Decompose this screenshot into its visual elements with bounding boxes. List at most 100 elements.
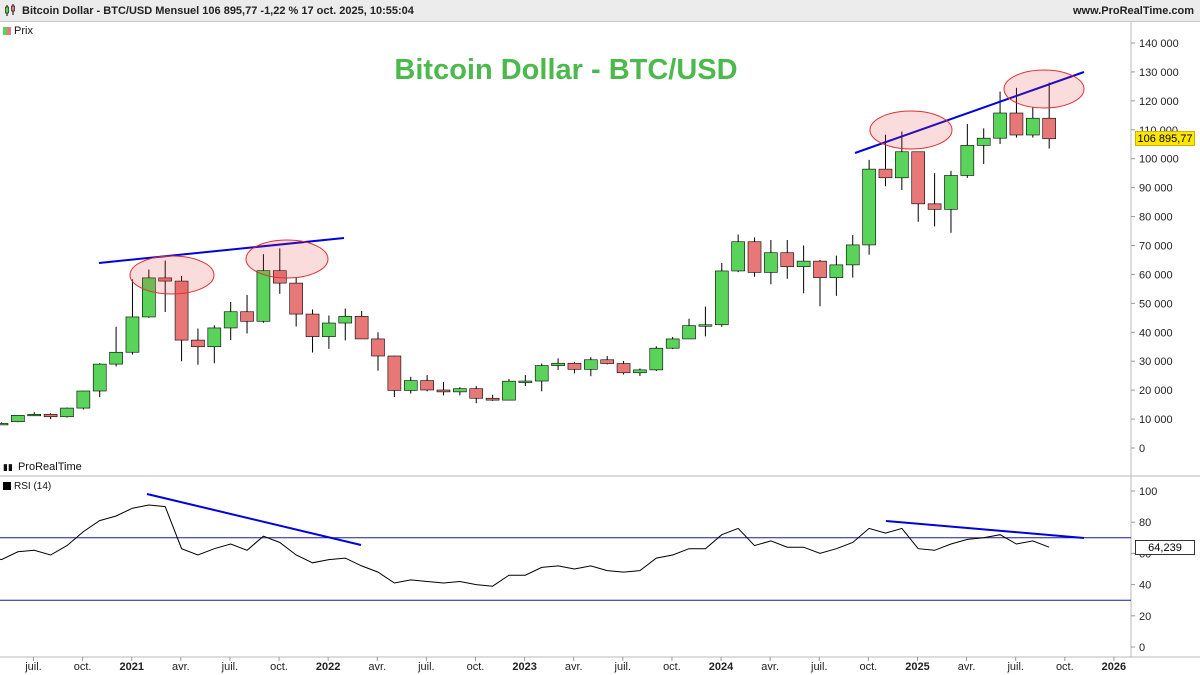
candle <box>927 173 942 227</box>
rsi-brand-label: ProRealTime <box>17 461 82 473</box>
rsi-legend-swatch-icon <box>3 482 11 490</box>
candle-up <box>142 277 156 318</box>
highlight-ellipse-2 <box>245 239 329 279</box>
candle-down <box>1009 112 1024 136</box>
candle-up <box>453 388 467 393</box>
candle-up <box>125 316 140 353</box>
price-y-tick-label: 100 000 <box>1139 154 1179 166</box>
candle-down <box>420 380 434 391</box>
candle-up <box>534 365 549 382</box>
candle <box>305 309 320 353</box>
candle-up <box>796 260 811 267</box>
candle <box>371 332 385 371</box>
candle <box>43 413 58 420</box>
price-legend-swatch-icon <box>3 27 11 35</box>
candle <box>633 368 647 376</box>
website-link[interactable]: www.ProRealTime.com <box>1072 5 1194 17</box>
candle <box>862 159 876 255</box>
candle-down <box>600 359 614 364</box>
x-tick-label: juil. <box>417 661 435 673</box>
price-legend[interactable]: Prix <box>3 25 33 37</box>
candle-up <box>731 241 745 272</box>
price-y-tick-label: 130 000 <box>1139 67 1179 79</box>
candle <box>813 259 827 307</box>
candle-up <box>109 351 123 365</box>
price-y-tick-label: 30 000 <box>1139 356 1173 368</box>
candle <box>27 412 42 417</box>
rsi-y-tick-label: 0 <box>1139 642 1145 654</box>
candle-down <box>174 280 189 341</box>
candle-up <box>682 325 696 340</box>
candle <box>944 170 958 233</box>
rsi-y-tick-label: 80 <box>1139 517 1151 529</box>
candle <box>158 260 172 313</box>
candle-down <box>305 313 320 337</box>
candle <box>354 310 369 340</box>
candle-up <box>223 311 238 329</box>
candle <box>256 254 271 323</box>
candle <box>976 128 991 164</box>
candle <box>403 376 418 394</box>
x-tick-label: 2026 <box>1102 661 1126 673</box>
candle-up <box>698 324 713 327</box>
candle-up <box>11 415 25 422</box>
candle <box>0 422 9 426</box>
candle <box>780 240 795 279</box>
candle <box>76 390 91 410</box>
candle <box>796 245 811 294</box>
price-y-tick-label: 60 000 <box>1139 269 1173 281</box>
candle-up <box>895 151 909 179</box>
price-y-tick-label: 120 000 <box>1139 96 1179 108</box>
price-y-tick-label: 50 000 <box>1139 298 1173 310</box>
rsi-y-tick-label: 40 <box>1139 580 1151 592</box>
candle-up <box>944 175 958 210</box>
candle-down <box>43 413 58 418</box>
candle-down <box>485 397 500 401</box>
candle-up <box>714 270 729 326</box>
x-tick-label: juil. <box>1006 661 1024 673</box>
x-tick-label: 2023 <box>512 661 536 673</box>
x-tick-label: 2025 <box>905 661 929 673</box>
candle-up <box>60 407 74 418</box>
candle <box>764 240 778 285</box>
candle <box>338 308 353 341</box>
highlight-ellipse-1 <box>129 255 215 295</box>
candle-down <box>387 355 402 391</box>
candle-up <box>649 347 664 371</box>
price-y-tick-label: 0 <box>1139 443 1145 455</box>
x-axis: juil. oct. 2021 avr. juil. oct. 2022 avr. juil. o… <box>24 657 1126 673</box>
x-tick-label: avr. <box>172 661 190 673</box>
highlight-ellipse-4 <box>1003 69 1085 109</box>
rsi-legend[interactable]: RSI (14) <box>3 480 51 492</box>
candle <box>485 394 500 401</box>
x-tick-label: oct. <box>663 661 681 673</box>
candle <box>223 301 238 341</box>
header-bar: Bitcoin Dollar - BTC/USD Mensuel 106 895… <box>0 0 1200 22</box>
candle-down <box>616 363 631 374</box>
candle-down <box>191 339 205 348</box>
candle-up <box>665 338 680 349</box>
candle <box>682 318 696 340</box>
x-tick-label: 2024 <box>709 661 734 673</box>
x-tick-label: oct. <box>860 661 878 673</box>
x-tick-label: juil. <box>24 661 42 673</box>
candlestick-series <box>0 82 1056 426</box>
candle <box>993 91 1007 144</box>
candle <box>436 382 451 396</box>
candle <box>895 131 909 190</box>
rsi-legend-label: RSI (14) <box>14 481 52 492</box>
x-tick-label: 2021 <box>119 661 143 673</box>
last-price-tag: 106 895,77 <box>1135 131 1195 146</box>
candle-up <box>1026 117 1040 136</box>
x-tick-label: 2022 <box>316 661 340 673</box>
x-tick-label: avr. <box>958 661 976 673</box>
trendline-2021 <box>98 237 345 264</box>
candle <box>600 356 614 365</box>
candle <box>534 363 549 392</box>
candle <box>911 151 926 222</box>
candle <box>142 269 156 318</box>
candle <box>1042 82 1056 149</box>
candle-down <box>911 151 926 205</box>
candle-up <box>764 252 778 273</box>
